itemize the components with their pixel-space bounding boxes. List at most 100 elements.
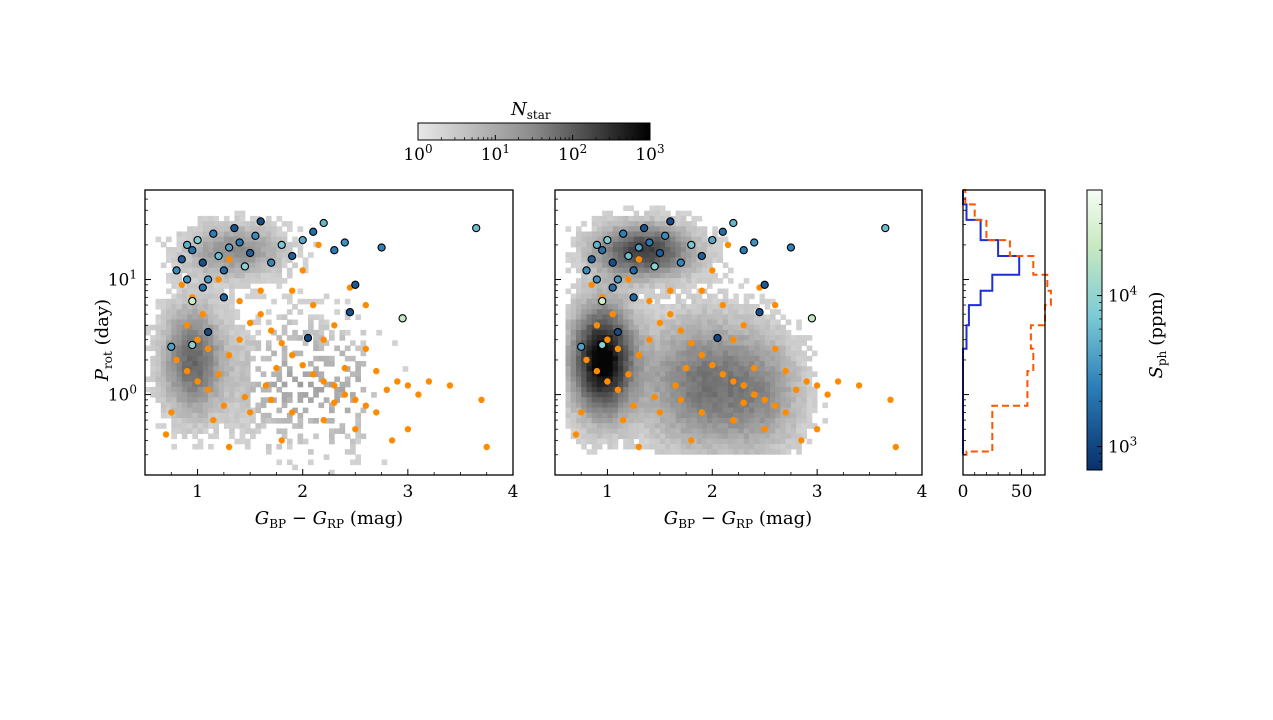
density-cell [192, 443, 198, 450]
density-cell [607, 428, 613, 434]
density-cell [617, 283, 624, 289]
density-cell [728, 438, 734, 445]
density-cell [633, 355, 640, 362]
density-cell [654, 324, 661, 331]
density-cell [654, 418, 661, 424]
density-cell [276, 215, 283, 222]
density-cell [255, 366, 262, 372]
density-cell [665, 267, 671, 274]
density-cell [223, 397, 230, 403]
density-cell [187, 272, 193, 279]
density-cell [350, 443, 356, 450]
density-cell [790, 350, 797, 357]
density-cell [171, 402, 177, 409]
density-cell [323, 355, 330, 362]
density-cell [197, 340, 204, 346]
density-cell [239, 371, 246, 377]
density-cell [150, 340, 156, 346]
density-cell [617, 293, 624, 300]
density-cell [255, 314, 262, 320]
density-cell [329, 438, 335, 445]
density-cell [701, 335, 708, 341]
density-cell [680, 215, 687, 222]
density-cell [623, 304, 629, 310]
density-cell [780, 407, 786, 414]
density-cell [659, 433, 666, 440]
orange-point [341, 364, 348, 372]
density-cell [628, 272, 634, 279]
orange-point [362, 301, 369, 309]
density-cell [187, 412, 193, 419]
density-cell [197, 402, 204, 409]
density-cell [150, 386, 156, 393]
density-cell [775, 386, 781, 393]
density-cell [733, 340, 739, 346]
density-cell [244, 236, 251, 243]
density-cell [670, 324, 676, 331]
density-cell [570, 257, 577, 263]
density-cell [229, 428, 235, 434]
density-cell [213, 340, 219, 346]
density-cell [628, 205, 634, 212]
density-cell [197, 366, 204, 372]
density-cell [234, 215, 241, 222]
density-cell [596, 433, 603, 440]
density-cell [234, 247, 241, 253]
density-cell [208, 397, 214, 403]
density-cell [166, 329, 172, 336]
density-cell [229, 376, 235, 383]
density-cell [686, 293, 692, 300]
density-cell [607, 355, 613, 362]
density-cell [670, 350, 676, 357]
density-cell [218, 231, 225, 238]
density-cell [244, 381, 251, 388]
density-cell [176, 314, 183, 320]
density-cell [570, 350, 577, 357]
density-cell [591, 433, 598, 440]
orange-point [751, 364, 758, 372]
density-cell [565, 335, 572, 341]
density-cell [318, 340, 325, 346]
density-cell [187, 428, 193, 434]
density-cell [591, 247, 598, 253]
density-cell [728, 329, 734, 336]
density-cell [218, 324, 225, 331]
density-cell [160, 304, 167, 310]
density-cell [223, 278, 230, 284]
density-cell [223, 221, 230, 227]
density-cell [675, 366, 682, 372]
density-cell [696, 226, 703, 232]
density-cell [213, 402, 219, 409]
density-cell [612, 376, 619, 383]
density-cell [749, 335, 755, 341]
density-cell [166, 392, 172, 398]
density-cell [691, 402, 697, 409]
density-cell [607, 402, 613, 409]
density-cell [754, 319, 760, 326]
density-cell [570, 361, 577, 367]
density-cell [696, 361, 703, 367]
orange-point [215, 371, 222, 378]
density-cell [596, 371, 603, 377]
density-cell [239, 350, 246, 357]
density-cell [707, 371, 713, 377]
density-cell [707, 407, 713, 414]
density-cell [596, 272, 603, 279]
density-cell [602, 381, 608, 388]
density-cell [313, 335, 319, 341]
density-cell [234, 438, 241, 445]
density-cell [796, 340, 802, 346]
orange-point [320, 378, 327, 385]
density-cell [712, 376, 718, 383]
density-cell [181, 350, 188, 357]
density-cell [638, 272, 645, 279]
density-cell [790, 392, 797, 398]
density-cell [712, 366, 718, 372]
density-cell [208, 262, 214, 269]
density-cell [691, 371, 697, 377]
density-cell [738, 324, 745, 331]
density-cell [202, 309, 209, 315]
density-cell [276, 252, 283, 258]
density-cell [187, 236, 193, 243]
